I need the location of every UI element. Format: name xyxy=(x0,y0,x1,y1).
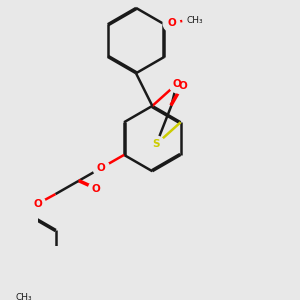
Text: CH₃: CH₃ xyxy=(15,292,32,300)
Text: CH₃: CH₃ xyxy=(187,16,203,26)
Text: S: S xyxy=(153,139,160,149)
Text: O: O xyxy=(178,81,187,91)
Text: O: O xyxy=(97,163,106,173)
Text: O: O xyxy=(33,199,42,209)
Text: O: O xyxy=(167,18,176,28)
Text: O: O xyxy=(172,79,181,89)
Text: O: O xyxy=(92,184,101,194)
